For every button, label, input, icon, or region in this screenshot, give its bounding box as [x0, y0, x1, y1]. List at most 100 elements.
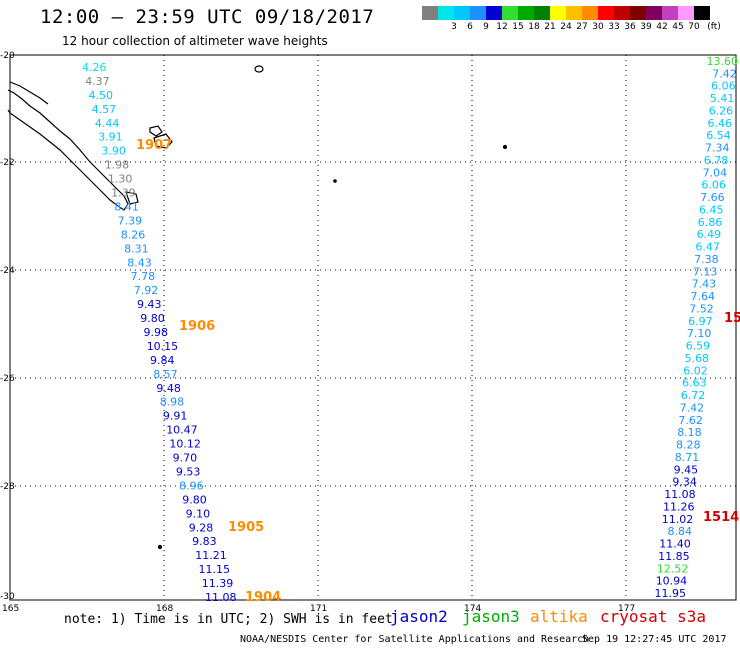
- wave-height-value: 11.26: [663, 500, 695, 513]
- new-caledonia-coast: [7, 89, 129, 211]
- track-time-label: 1907: [136, 138, 172, 153]
- wave-height-value: 7.34: [705, 142, 730, 155]
- wave-height-value: 11.08: [205, 591, 237, 604]
- legend-label: 33: [608, 22, 620, 32]
- wave-height-value: 7.38: [694, 253, 719, 266]
- wave-height-value: 7.62: [678, 414, 703, 427]
- wave-height-value: 7.42: [680, 401, 705, 414]
- wave-height-value: 9.10: [186, 507, 211, 520]
- x-tick-label: 168: [156, 604, 173, 614]
- legend-label: 27: [576, 22, 588, 32]
- wave-height-value: 8.26: [121, 228, 146, 241]
- x-tick-label: 165: [2, 604, 19, 614]
- map-frame: [9, 54, 737, 601]
- wave-height-value: 4.44: [95, 117, 120, 130]
- wave-height-value: 7.39: [118, 214, 143, 227]
- wave-height-value: 6.45: [699, 204, 724, 217]
- legend-label: 12: [496, 22, 508, 32]
- satellite-cryosat-s3a: cryosat s3a: [600, 607, 706, 626]
- legend-swatch: [630, 6, 646, 20]
- legend-swatch: [566, 6, 582, 20]
- loyalty-island-2: [153, 133, 173, 149]
- wave-height-value: 9.83: [192, 535, 217, 548]
- axis-tick-labels: 165 168 171 174 177 -20 -22 -24 -26 -28 -30: [0, 51, 635, 614]
- wave-height-value: 6.26: [709, 105, 734, 118]
- wave-height-value: 4.50: [89, 89, 114, 102]
- wave-height-value: 11.08: [664, 488, 696, 501]
- legend-unit: (ft): [707, 22, 721, 32]
- time-labels: 1907 1906 1905 1904 15 1514: [136, 138, 740, 605]
- map-title: 12:00 – 23:59 UTC 09/18/2017: [40, 6, 375, 28]
- wave-height-value: 11.40: [659, 538, 691, 551]
- wave-height-value: 10.94: [656, 575, 688, 588]
- legend-label: 30: [592, 22, 604, 32]
- legend-swatch: [550, 6, 566, 20]
- wave-height-value: 6.02: [683, 364, 708, 377]
- wave-height-value: 7.64: [691, 290, 716, 303]
- wave-height-value: 7.13: [693, 265, 718, 278]
- wave-height-value: 8.84: [668, 525, 693, 538]
- altimeter-track-labels: 4.264.374.504.574.443.913.901.981.301.39…: [82, 55, 738, 604]
- coastline: [7, 65, 508, 550]
- legend-label: 42: [656, 22, 668, 32]
- legend-label: 18: [528, 22, 540, 32]
- wave-height-value: 9.53: [176, 466, 201, 479]
- x-tick-label: 177: [618, 604, 635, 614]
- wave-height-value: 1.39: [111, 187, 136, 200]
- satellite-jason3: jason3: [462, 607, 520, 626]
- wave-height-value: 9.80: [140, 312, 165, 325]
- legend-swatch: [694, 6, 710, 20]
- generation-timestamp: Sep 19 12:27:45 UTC 2017: [582, 634, 727, 645]
- legend-swatch: [454, 6, 470, 20]
- wave-height-value: 6.54: [706, 129, 731, 142]
- wave-height-value: 8.98: [160, 396, 185, 409]
- legend-label: 24: [560, 22, 572, 32]
- legend-label: 70: [688, 22, 700, 32]
- wave-height-value: 9.91: [163, 410, 188, 423]
- wave-height-value: 9.28: [189, 521, 214, 534]
- y-tick-label: -22: [0, 158, 15, 168]
- y-tick-label: -30: [0, 592, 15, 602]
- wave-height-value: 8.18: [677, 426, 702, 439]
- wave-height-value: 9.34: [672, 476, 697, 489]
- wave-height-value: 4.26: [82, 61, 107, 74]
- wave-height-value: 5.41: [710, 92, 735, 105]
- wave-height-value: 9.48: [156, 382, 181, 395]
- loyalty-island-1: [149, 125, 163, 137]
- legend-swatch: [470, 6, 486, 20]
- legend-label: 9: [483, 22, 489, 32]
- wave-height-value: 6.97: [688, 315, 713, 328]
- wave-height-value: 6.86: [698, 216, 723, 229]
- legend-swatch: [486, 6, 502, 20]
- legend-label: 6: [467, 22, 473, 32]
- legend-swatch: [518, 6, 534, 20]
- legend-label: 45: [672, 22, 684, 32]
- wave-height-value: 7.04: [703, 166, 728, 179]
- legend-swatch: [438, 6, 454, 20]
- wave-height-value: 8.96: [179, 479, 204, 492]
- wave-height-value: 6.47: [695, 241, 720, 254]
- wave-height-value: 13.60: [707, 55, 739, 68]
- legend-label: 3: [451, 22, 457, 32]
- wave-height-value: 6.46: [708, 117, 733, 130]
- y-tick-label: -24: [0, 266, 15, 276]
- legend-label: 15: [512, 22, 524, 32]
- wave-height-value: 12.52: [657, 562, 689, 575]
- wave-height-value: 7.52: [689, 302, 714, 315]
- wave-height-value: 10.47: [166, 424, 198, 437]
- wave-height-value: 6.78: [704, 154, 729, 167]
- credit-line: NOAA/NESDIS Center for Satellite Applica…: [240, 634, 590, 645]
- islet-3: [333, 179, 337, 183]
- wave-height-value: 9.80: [182, 493, 207, 506]
- legend-swatch: [662, 6, 678, 20]
- wave-height-value: 3.91: [98, 131, 123, 144]
- wave-height-value: 3.90: [101, 145, 126, 158]
- track-time-label: 1905: [228, 520, 264, 535]
- wave-height-value: 8.43: [127, 256, 152, 269]
- wave-height-value: 7.42: [712, 67, 737, 80]
- y-tick-label: -28: [0, 482, 15, 492]
- wave-height-value: 7.78: [131, 270, 156, 283]
- legend-label: 36: [624, 22, 636, 32]
- wave-height-value: 10.12: [169, 438, 201, 451]
